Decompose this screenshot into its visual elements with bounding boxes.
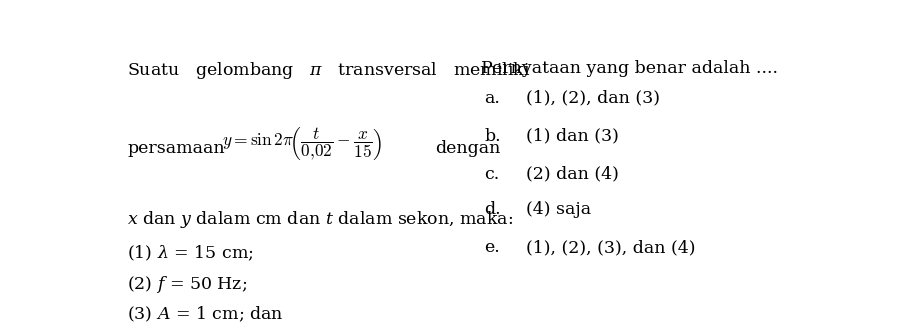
Text: Pernyataan yang benar adalah ....: Pernyataan yang benar adalah .... — [480, 60, 777, 76]
Text: a.: a. — [484, 90, 499, 107]
Text: Suatu   gelombang   $\pi$   transversal   memiliki: Suatu gelombang $\pi$ transversal memili… — [126, 60, 530, 81]
Text: (3) $A$ = 1 cm; dan: (3) $A$ = 1 cm; dan — [126, 304, 284, 324]
Text: c.: c. — [484, 166, 499, 183]
Text: $y = \sin 2\pi\!\left(\dfrac{t}{0{,}02} - \dfrac{x}{15}\right)$: $y = \sin 2\pi\!\left(\dfrac{t}{0{,}02} … — [221, 125, 382, 163]
Text: b.: b. — [484, 128, 500, 145]
Text: persamaan: persamaan — [126, 140, 224, 157]
Text: $x$ dan $y$ dalam cm dan $t$ dalam sekon, maka:: $x$ dan $y$ dalam cm dan $t$ dalam sekon… — [126, 209, 513, 230]
Text: dengan: dengan — [435, 140, 500, 157]
Text: d.: d. — [484, 201, 500, 218]
Text: (1), (2), (3), dan (4): (1), (2), (3), dan (4) — [526, 239, 695, 256]
Text: (1), (2), dan (3): (1), (2), dan (3) — [526, 90, 659, 107]
Text: (1) $\lambda$ = 15 cm;: (1) $\lambda$ = 15 cm; — [126, 244, 254, 263]
Text: (4) saja: (4) saja — [526, 201, 591, 218]
Text: e.: e. — [484, 239, 499, 256]
Text: (2) dan (4): (2) dan (4) — [526, 166, 619, 183]
Text: (1) dan (3): (1) dan (3) — [526, 128, 619, 145]
Text: (2) $f$ = 50 Hz;: (2) $f$ = 50 Hz; — [126, 274, 247, 295]
